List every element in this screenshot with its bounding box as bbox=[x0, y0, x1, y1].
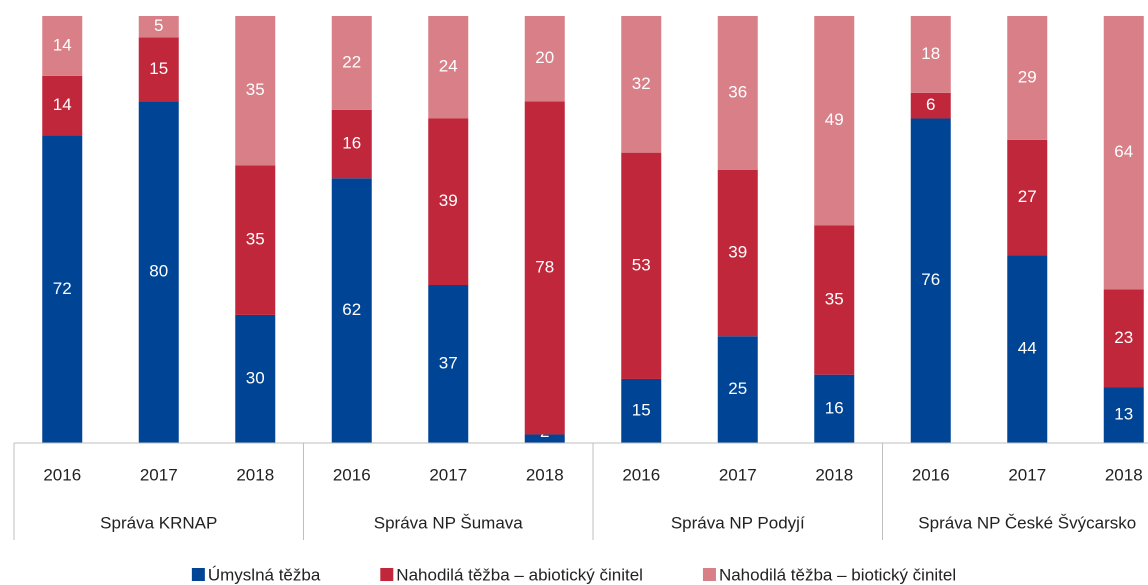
bar-segment bbox=[138, 101, 179, 444]
data-label: 16 bbox=[342, 134, 361, 153]
legend-label: Nahodilá těžba – biotický činitel bbox=[719, 565, 956, 584]
data-label: 53 bbox=[632, 255, 651, 274]
x-tick-label: 2016 bbox=[912, 465, 950, 484]
data-label: 35 bbox=[825, 289, 844, 308]
data-label: 80 bbox=[149, 262, 168, 281]
data-label: 78 bbox=[535, 257, 554, 276]
data-label: 37 bbox=[439, 353, 458, 372]
data-label: 39 bbox=[439, 191, 458, 210]
data-label: 6 bbox=[926, 95, 935, 114]
x-tick-label: 2016 bbox=[333, 465, 371, 484]
bar-segment bbox=[621, 152, 662, 379]
x-tick-label: 2016 bbox=[622, 465, 660, 484]
data-label: 62 bbox=[342, 300, 361, 319]
bar-segment bbox=[428, 118, 469, 286]
bar-segment bbox=[910, 118, 951, 443]
data-label: 44 bbox=[1018, 339, 1037, 358]
group-label: Správa KRNAP bbox=[100, 513, 217, 532]
data-label: 16 bbox=[825, 398, 844, 417]
group-label: Správa NP Šumava bbox=[374, 513, 524, 532]
x-tick-label: 2018 bbox=[526, 465, 564, 484]
legend-swatch bbox=[702, 568, 716, 581]
data-label: 29 bbox=[1018, 67, 1037, 86]
bar-segment bbox=[1007, 255, 1048, 443]
x-tick-label: 2018 bbox=[236, 465, 274, 484]
bar-segment bbox=[910, 92, 951, 119]
data-label: 35 bbox=[246, 80, 265, 99]
bar-segment bbox=[1103, 387, 1144, 443]
bar-segment bbox=[331, 178, 372, 443]
x-tick-label: 2017 bbox=[429, 465, 467, 484]
bar-segment bbox=[524, 434, 565, 443]
data-label: 64 bbox=[1114, 142, 1133, 161]
data-label: 49 bbox=[825, 110, 844, 129]
data-label: 5 bbox=[154, 16, 163, 35]
x-tick-label: 2017 bbox=[140, 465, 178, 484]
data-label: 30 bbox=[246, 368, 265, 387]
bar-segment bbox=[138, 16, 179, 38]
data-label: 15 bbox=[632, 400, 651, 419]
x-tick-label: 2017 bbox=[1008, 465, 1046, 484]
data-label: 27 bbox=[1018, 187, 1037, 206]
bar-segment bbox=[524, 16, 565, 102]
x-tick-label: 2016 bbox=[43, 465, 81, 484]
data-label: 23 bbox=[1114, 328, 1133, 347]
bar-segment bbox=[428, 285, 469, 443]
bar-segment bbox=[235, 16, 276, 166]
data-label: 15 bbox=[149, 59, 168, 78]
x-tick-label: 2018 bbox=[1105, 465, 1143, 484]
bar-segment bbox=[717, 169, 758, 337]
data-label: 32 bbox=[632, 74, 651, 93]
data-label: 18 bbox=[921, 44, 940, 63]
legend-label: Úmyslná těžba bbox=[208, 565, 321, 584]
bar-segment bbox=[42, 75, 83, 136]
legend-swatch bbox=[191, 568, 205, 581]
bar-segment bbox=[235, 314, 276, 443]
bar-segment bbox=[717, 336, 758, 443]
bar-segment bbox=[331, 16, 372, 110]
bar-segment bbox=[1007, 139, 1048, 256]
bar-segment bbox=[814, 225, 855, 375]
data-label: 35 bbox=[246, 230, 265, 249]
bar-segment bbox=[524, 101, 565, 435]
bar-segment bbox=[1103, 289, 1144, 388]
data-label: 22 bbox=[342, 52, 361, 71]
data-label: 25 bbox=[728, 379, 747, 398]
data-label: 20 bbox=[535, 48, 554, 67]
bar-segment bbox=[42, 16, 83, 76]
bar-segment bbox=[138, 37, 179, 102]
data-label: 39 bbox=[728, 242, 747, 261]
bar-segment bbox=[1103, 16, 1144, 290]
bar-segment bbox=[621, 378, 662, 443]
data-label: 24 bbox=[439, 57, 458, 76]
bar-segment bbox=[1007, 16, 1048, 140]
group-label: Správa NP Podyjí bbox=[671, 513, 805, 532]
bar-segment bbox=[814, 16, 855, 226]
data-label: 14 bbox=[53, 35, 72, 54]
data-label: 14 bbox=[53, 95, 72, 114]
data-label: 72 bbox=[53, 279, 72, 298]
bar-segment bbox=[910, 16, 951, 93]
bar-segment bbox=[428, 16, 469, 119]
group-label: Správa NP České Švýcarsko bbox=[918, 513, 1136, 532]
bar-segment bbox=[814, 374, 855, 443]
legend-label: Nahodilá těžba – abiotický činitel bbox=[396, 565, 643, 584]
data-label: 76 bbox=[921, 270, 940, 289]
x-tick-label: 2017 bbox=[719, 465, 757, 484]
bar-segment bbox=[42, 135, 83, 443]
x-tick-label: 2018 bbox=[815, 465, 853, 484]
legend-swatch bbox=[380, 568, 394, 581]
bar-segment bbox=[621, 16, 662, 153]
data-label: 13 bbox=[1114, 405, 1133, 424]
data-label: 36 bbox=[728, 82, 747, 101]
bar-segment bbox=[331, 109, 372, 179]
bar-segment bbox=[235, 165, 276, 315]
bar-segment bbox=[717, 16, 758, 170]
